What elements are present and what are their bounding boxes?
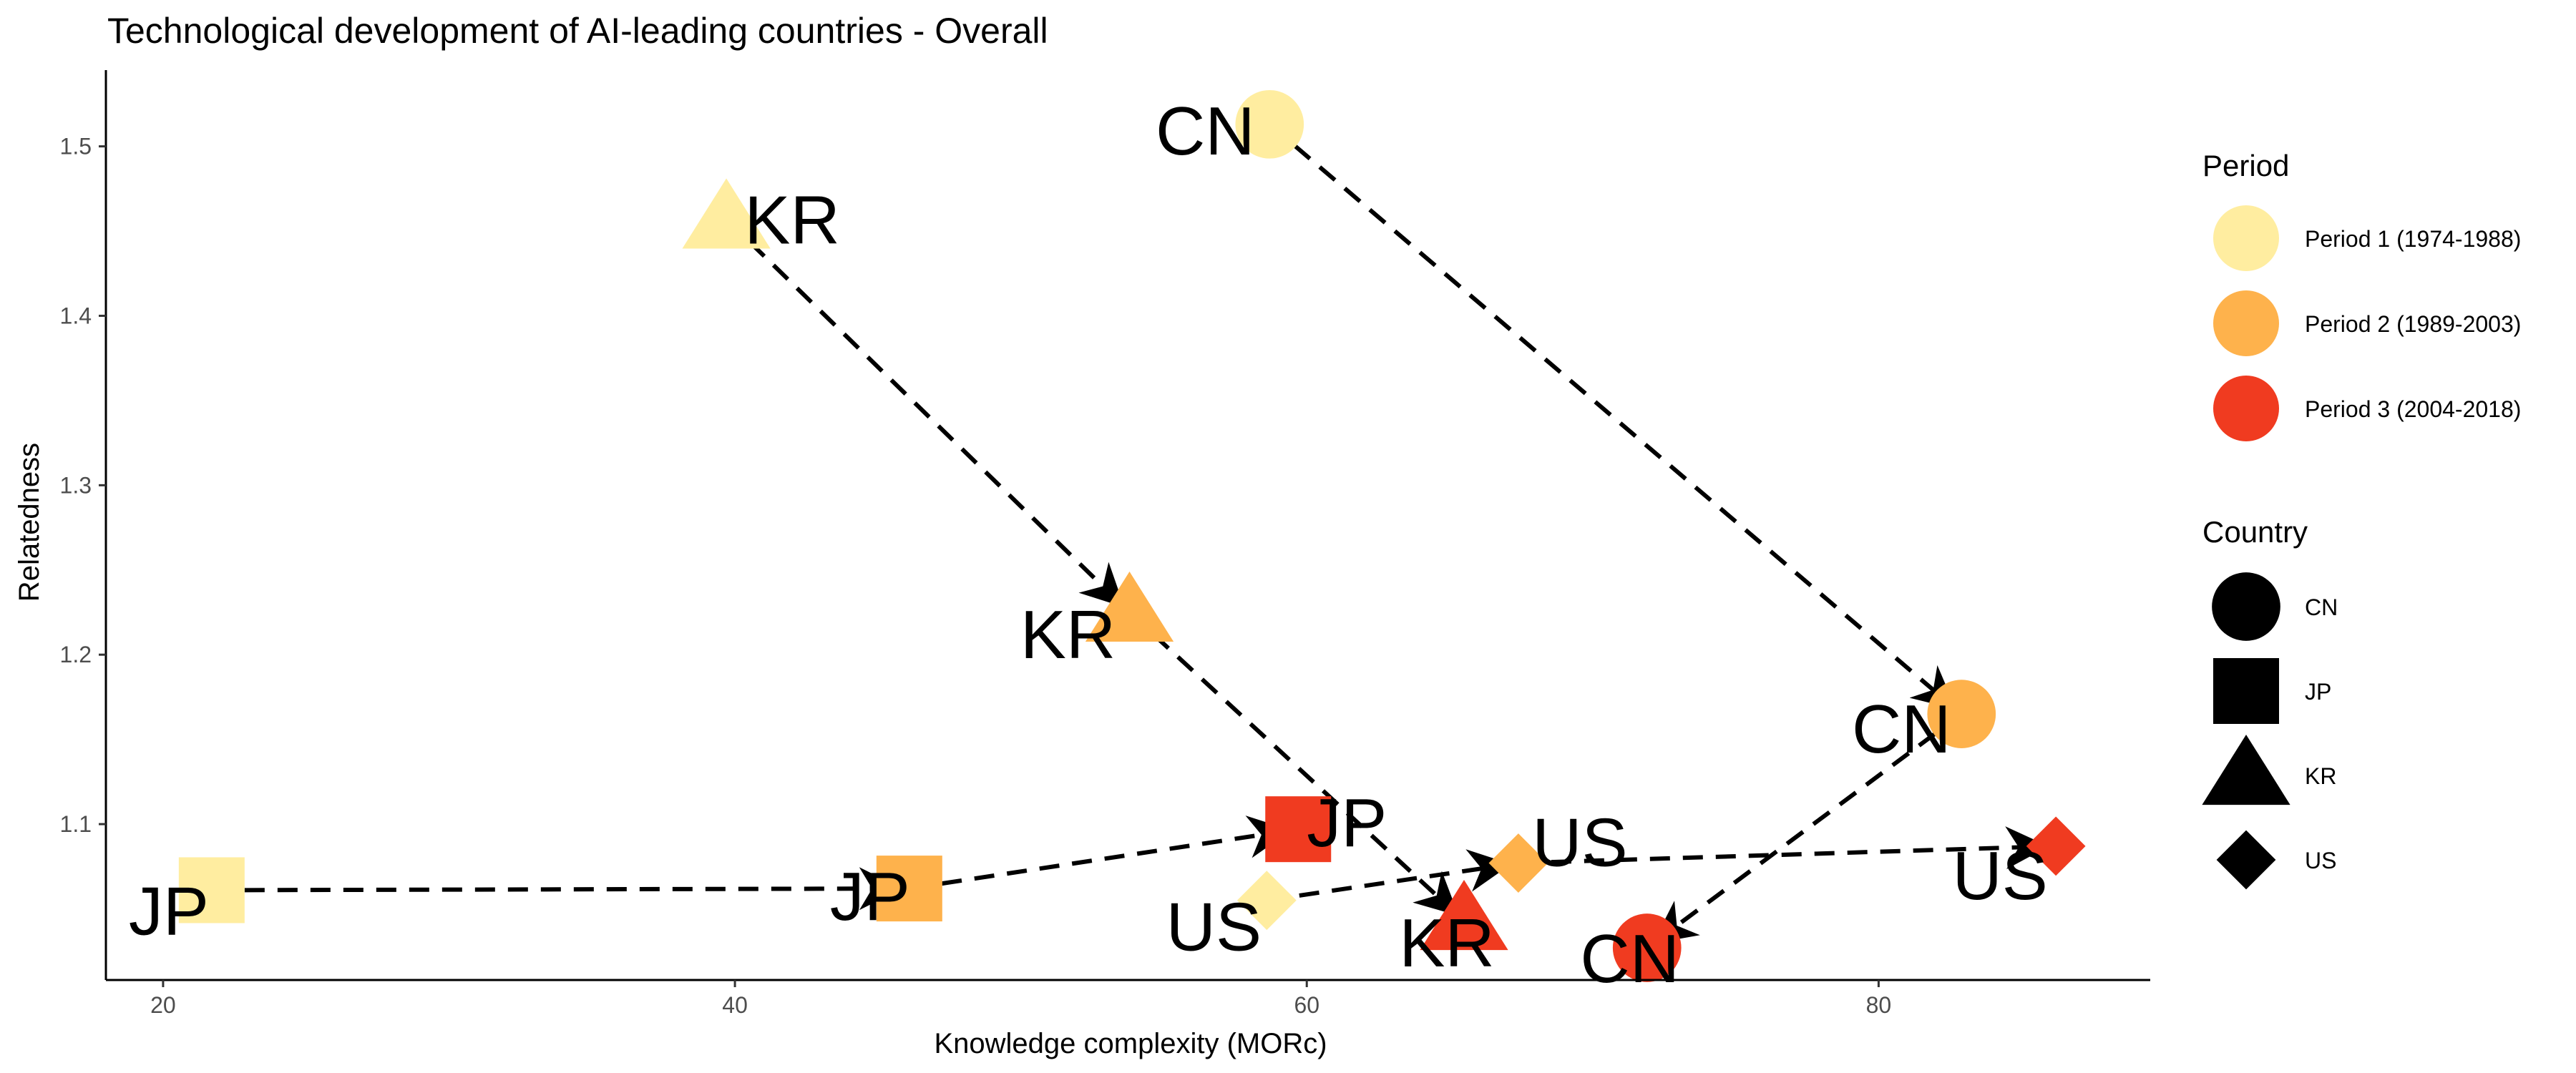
legend-period: Period Period 1 (1974-1988) Period 2 (198… xyxy=(2202,149,2521,441)
x-tick-label: 40 xyxy=(722,992,748,1018)
data-point-cn-period-1 xyxy=(1235,89,1304,159)
legend-country-title: Country xyxy=(2202,515,2308,549)
point-label-cn-period-2: CN xyxy=(1852,691,1951,768)
data-point-cn-period-3 xyxy=(1612,913,1682,982)
legend-shape-us xyxy=(2216,830,2276,890)
y-tick-label: 1.4 xyxy=(60,303,92,328)
chart-title: Technological development of AI-leading … xyxy=(107,11,1048,51)
point-label-cn-period-3: CN xyxy=(1580,921,1679,997)
legend-label-period-3-2004-2018: Period 3 (2004-2018) xyxy=(2305,396,2521,422)
data-points xyxy=(178,89,2086,982)
trajectory-arrow-us xyxy=(1266,849,1512,903)
data-point-kr-period-3 xyxy=(1420,880,1508,951)
point-label-kr-period-1: KR xyxy=(744,182,839,258)
legend-swatch-period-3-2004-2018 xyxy=(2213,376,2279,441)
x-tick-label: 80 xyxy=(1866,992,1892,1018)
legend-label-cn: CN xyxy=(2305,594,2338,620)
point-label-us-period-3: US xyxy=(1952,838,2047,914)
legend-label-us: US xyxy=(2305,848,2336,873)
legend-label-period-2-1989-2003: Period 2 (1989-2003) xyxy=(2305,311,2521,337)
data-point-jp-period-2 xyxy=(876,856,942,922)
legend-shape-kr xyxy=(2202,734,2290,805)
y-tick-label: 1.5 xyxy=(60,134,92,160)
y-tick-label: 1.1 xyxy=(60,811,92,837)
point-label-us-period-2: US xyxy=(1532,805,1627,881)
point-label-jp-period-2: JP xyxy=(830,858,910,935)
x-tick-label: 60 xyxy=(1294,992,1319,1018)
data-point-us-period-2 xyxy=(1488,833,1548,893)
trajectory-arrow-cn xyxy=(1268,122,1956,710)
legend-period-title: Period xyxy=(2202,149,2289,182)
data-point-jp-period-1 xyxy=(178,857,245,923)
point-label-us-period-1: US xyxy=(1166,889,1262,966)
legend-country: Country CN JP KR US xyxy=(2202,515,2338,890)
data-point-cn-period-2 xyxy=(1927,680,1996,748)
point-label-jp-period-1: JP xyxy=(129,873,209,949)
data-point-kr-period-1 xyxy=(682,178,771,249)
y-axis-label: Relatedness xyxy=(14,443,45,602)
x-axis-label: Knowledge complexity (MORc) xyxy=(934,1028,1327,1059)
trajectory-arrows xyxy=(211,122,2049,944)
point-label-cn-period-1: CN xyxy=(1156,93,1255,170)
legend-label-period-1-1974-1988: Period 1 (1974-1988) xyxy=(2305,226,2521,252)
trajectory-arrow-kr xyxy=(724,217,1125,608)
y-tick-label: 1.2 xyxy=(60,642,92,667)
data-point-kr-period-2 xyxy=(1085,571,1174,642)
legend-label-kr: KR xyxy=(2305,763,2336,789)
x-tick-label: 20 xyxy=(150,992,176,1018)
legend-shape-jp xyxy=(2213,658,2279,724)
trajectory-arrow-kr xyxy=(1128,610,1459,916)
data-point-jp-period-3 xyxy=(1265,796,1332,863)
data-point-us-period-1 xyxy=(1236,871,1297,931)
legend-shape-cn xyxy=(2212,572,2280,641)
trajectory-arrow-us xyxy=(1518,826,2049,870)
data-point-us-period-3 xyxy=(2026,816,2086,876)
y-tick-label: 1.3 xyxy=(60,472,92,498)
legend-swatch-period-2-1989-2003 xyxy=(2213,290,2279,356)
x-axis-ticks: 20 40 60 80 xyxy=(150,980,1891,1018)
legend-label-jp: JP xyxy=(2305,679,2331,705)
trajectory-arrow-jp xyxy=(211,867,902,911)
trajectory-arrow-jp xyxy=(909,815,1292,891)
legend-swatch-period-1-1974-1988 xyxy=(2213,205,2279,271)
y-axis-ticks: 1.1 1.2 1.3 1.4 1.5 xyxy=(60,134,106,837)
point-label-jp-period-3: JP xyxy=(1307,785,1387,861)
point-label-kr-period-3: KR xyxy=(1399,905,1494,981)
point-label-kr-period-2: KR xyxy=(1020,597,1116,673)
